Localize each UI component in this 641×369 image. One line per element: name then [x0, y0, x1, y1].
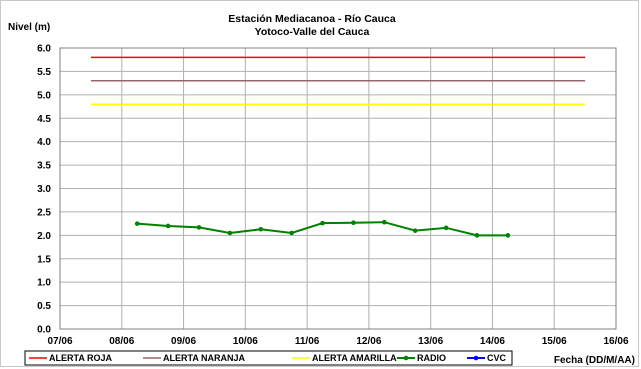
y-tick-labels: 0.0 0.5 1.0 1.5 2.0 2.5 3.0 3.5 4.0 4.5 5.0 5.5 6.0	[37, 44, 51, 336]
x-tick-label: 16/06	[603, 336, 628, 347]
data-point-radio	[382, 219, 387, 225]
y-tick-label: 4.0	[37, 137, 51, 148]
y-tick-label: 2.5	[37, 207, 51, 218]
y-tick-label: 3.5	[37, 161, 51, 172]
x-tick-label: 15/06	[542, 336, 567, 347]
chart-title: Estación Mediacanoa - Río Cauca	[228, 13, 396, 25]
x-tick-label: 14/06	[480, 336, 505, 347]
legend: ALERTA ROJA ALERTA NARANJA ALERTA AMARILLA…	[29, 353, 507, 363]
data-point-radio	[258, 226, 264, 232]
y-tick-label: 0.0	[37, 325, 51, 336]
y-tick-label: 4.5	[37, 114, 51, 125]
x-tick-label: 13/06	[418, 336, 443, 347]
y-tick-label: 3.0	[37, 184, 51, 195]
data-point-radio	[474, 233, 480, 238]
data-point-radio	[443, 225, 449, 231]
chart-subtitle: Yotoco-Valle del Cauca	[255, 26, 370, 38]
x-tick-label: 11/06	[295, 336, 320, 347]
gridlines	[59, 47, 617, 330]
y-tick-label: 5.5	[37, 67, 51, 78]
y-tick-label: 1.5	[37, 254, 51, 265]
y-tick-label: 6.0	[37, 44, 51, 55]
y-tick-label: 0.5	[37, 301, 51, 312]
legend-marker-cvc	[473, 355, 479, 361]
legend-label-alerta-naranja: ALERTA NARANJA	[163, 353, 245, 363]
x-tick-label: 08/06	[109, 336, 134, 347]
legend-label-radio: RADIO	[417, 353, 446, 363]
data-point-radio	[134, 221, 140, 226]
x-tick-label: 10/06	[233, 336, 258, 347]
x-axis-label: Fecha (DD/M/AA)	[554, 355, 635, 366]
legend-box	[24, 350, 513, 366]
x-tick-labels: 07/06 08/06 09/06 10/06 11/06 12/06 13/06 14/06…	[47, 336, 628, 347]
data-point-radio	[320, 220, 325, 226]
y-axis-label: Nivel (m)	[8, 22, 50, 33]
plot-area	[59, 47, 617, 330]
data-point-radio	[412, 228, 418, 233]
series-layer	[90, 56, 586, 238]
x-tick-label: 09/06	[171, 336, 196, 347]
data-point-radio	[196, 225, 202, 230]
legend-marker-radio	[403, 355, 409, 361]
data-point-radio	[165, 223, 171, 229]
y-tick-label: 5.0	[37, 90, 51, 101]
data-point-radio	[505, 233, 511, 238]
x-tick-label: 12/06	[356, 336, 381, 347]
x-tick-label: 07/06	[47, 336, 72, 347]
y-tick-label: 2.0	[37, 231, 51, 242]
legend-label-cvc: CVC	[487, 353, 507, 363]
legend-label-alerta-amarilla: ALERTA AMARILLA	[312, 353, 397, 363]
data-point-radio	[351, 220, 356, 225]
y-tick-label: 1.0	[37, 278, 51, 289]
legend-label-alerta-roja: ALERTA ROJA	[49, 353, 113, 363]
data-point-radio	[227, 230, 233, 236]
data-point-radio	[289, 230, 294, 236]
